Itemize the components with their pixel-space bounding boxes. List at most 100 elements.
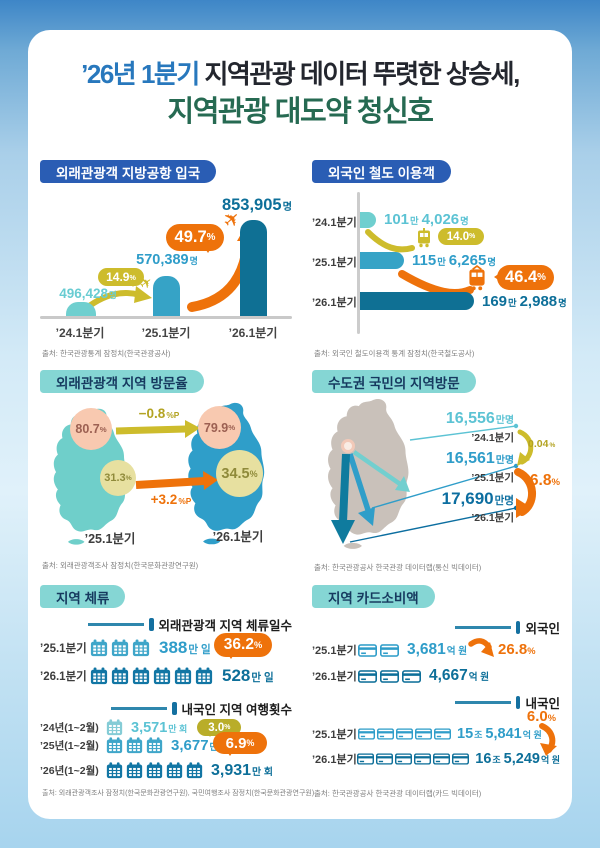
subhead-tick	[515, 621, 521, 634]
panel-metro-visits: 수도권 국민의 지역방문 16,556만명 ’24.1분기 16,561만명 ’…	[312, 370, 560, 575]
rail-bar-chart: ’24.1분기 ’25.1분기 ’26.1분기 101만 4,026명 115만 6…	[312, 188, 567, 340]
card-growth-pct-1: 26.8%	[498, 641, 536, 658]
credit-card-icon	[415, 728, 432, 740]
metro-label-2026: ’26.1분기	[471, 512, 514, 524]
panel-header-airport: 외래관광객 지방공항 입국	[40, 160, 217, 183]
source-airport: 출처: 한국관광통계 잠정치(한국관광공사)	[42, 349, 171, 358]
rail-value-2026: 169만 2,988명	[482, 293, 567, 310]
title-rest: 지역관광 데이터 뚜렷한 상승세,	[198, 59, 520, 89]
metro-value-2024: 16,556만명	[445, 410, 514, 427]
y-axis	[357, 192, 360, 334]
x-label-2024: ’24.1분기	[55, 326, 105, 340]
calendar-icon	[126, 762, 143, 779]
stay-badge-3: 3.0%	[197, 719, 242, 737]
calendar-icon	[174, 667, 192, 685]
credit-card-icon	[414, 753, 431, 765]
bar-value-2024: 496,428명	[59, 286, 117, 301]
airport-bar-chart: 496,428명 570,389명 853,905명 14.9% ✈ 49.7%…	[40, 188, 292, 340]
credit-card-icon	[452, 753, 469, 765]
growth-badge-rail-2: 46.4%	[494, 265, 554, 290]
delta-bottom-label: +3.2%P	[150, 492, 192, 507]
bar-2024	[66, 302, 96, 316]
source-card: 출처: 한국관광공사 한국관광 데이터랩(카드 빅데이터)	[314, 789, 482, 798]
x-label-2025: ’25.1분기	[141, 326, 191, 340]
subhead-tick	[515, 696, 521, 709]
visit-rate-top-2025: 80.7%	[70, 408, 112, 450]
source-stay: 출처: 외래관광객조사 잠정치(한국문화관광연구원), 국민여행조사 잠정치(한…	[42, 790, 315, 797]
rail-label-2024: ’24.1분기	[312, 217, 357, 229]
calendar-icon	[132, 667, 150, 685]
calendar-icon	[166, 762, 183, 779]
credit-card-icon	[380, 644, 399, 657]
bar-2025	[153, 276, 180, 316]
calendar-icon	[146, 737, 163, 754]
card-row-d26: ’26.1분기 16조 5,249억 원	[312, 750, 560, 767]
credit-card-icon	[433, 753, 450, 765]
credit-card-icon	[358, 670, 377, 683]
calendar-icon	[195, 667, 213, 685]
credit-card-icon	[396, 728, 413, 740]
x-label-2026: ’26.1분기	[228, 326, 278, 340]
panel-header-metro: 수도권 국민의 지역방문	[312, 370, 476, 393]
bar-value-2025: 570,389명	[136, 252, 198, 268]
stay-subhead-foreign: 외래관광객 지역 체류일수	[88, 615, 292, 634]
card-subhead-foreign: 외국인	[454, 618, 560, 637]
stay-row-f26: ’26.1분기 528만 일	[40, 666, 274, 685]
rail-label-2025: ’25.1분기	[312, 257, 357, 269]
metro-value-2025: 16,561만명	[445, 450, 514, 467]
subhead-tick	[149, 618, 154, 631]
calendar-icon	[106, 737, 123, 754]
card-row-f26: ’26.1분기 4,667억 원	[312, 667, 490, 684]
source-rail: 출처: 외국인 철도이용객 통계 잠정치(한국철도공사)	[314, 349, 475, 358]
card-growth-arrow-1	[468, 638, 494, 657]
calendar-icon	[106, 719, 123, 736]
card-icons	[357, 753, 471, 765]
panel-header-visit-rate: 외래관광객 지역 방문율	[40, 370, 204, 393]
visit-rate-maps: 80.7% 31.3% 79.9% 34.5% −0.8%P +3.2%P	[40, 398, 292, 548]
calendar-icon	[126, 737, 143, 754]
credit-card-icon	[357, 753, 374, 765]
panel-header-card: 지역 카드소비액	[312, 585, 435, 608]
metro-value-2026: 17,690만명	[441, 489, 514, 508]
credit-card-icon	[376, 753, 393, 765]
metro-label-2024: ’24.1분기	[471, 432, 514, 444]
calendar-icon	[90, 639, 108, 657]
credit-card-icon	[358, 644, 377, 657]
subhead-line	[454, 626, 511, 629]
metro-growth-arrow-2	[514, 468, 536, 518]
rail-bar-2024	[360, 212, 376, 228]
card-icons	[358, 670, 424, 683]
calendar-icons	[90, 667, 216, 685]
growth-badge-airport-1: 14.9%	[98, 268, 144, 287]
rail-growth-curves	[365, 229, 474, 297]
growth-badge-rail-1: 14.0%	[438, 228, 484, 245]
credit-card-icon	[358, 728, 375, 740]
visit-rate-top-2026: 79.9%	[198, 406, 241, 449]
card-row-f25: ’25.1분기 3,681억 원	[312, 641, 468, 658]
stay-badge-69: 6.9%	[213, 732, 267, 756]
poster-title-line1: ’26년 1분기 지역관광 데이터 뚜렷한 상승세,	[28, 54, 572, 91]
x-axis	[40, 316, 292, 319]
calendar-icon	[186, 762, 203, 779]
metro-growth-arrow-1	[517, 429, 534, 466]
card-icons	[358, 644, 402, 657]
visit-rate-bottom-2025: 31.3%	[100, 460, 136, 496]
calendar-icons	[106, 762, 206, 779]
calendar-icon	[90, 667, 108, 685]
source-visit-rate: 출처: 외래관광객조사 잠정치(한국문화관광연구원)	[42, 561, 199, 570]
subhead-tick	[172, 702, 177, 715]
stay-row-f25: ’25.1분기 388만 일	[40, 638, 211, 657]
tram-icon	[416, 228, 432, 248]
rail-bar-2026	[360, 292, 474, 310]
map-label-2026: ’26.1분기	[212, 530, 264, 544]
calendar-icon	[111, 639, 129, 657]
rail-label-2026: ’26.1분기	[312, 297, 357, 309]
card-growth-arrow-2	[539, 723, 557, 756]
calendar-icon	[146, 762, 163, 779]
calendar-icon	[111, 667, 129, 685]
subhead-line	[111, 707, 168, 710]
calendar-icons	[106, 719, 126, 736]
card-row-d25: ’25.1분기 15조 5,841억 원	[312, 725, 542, 742]
panel-stay: 지역 체류 외래관광객 지역 체류일수 ’25.1분기 388만 일 36.2%…	[40, 585, 314, 803]
delta-top-label: −0.8%P	[138, 406, 180, 421]
